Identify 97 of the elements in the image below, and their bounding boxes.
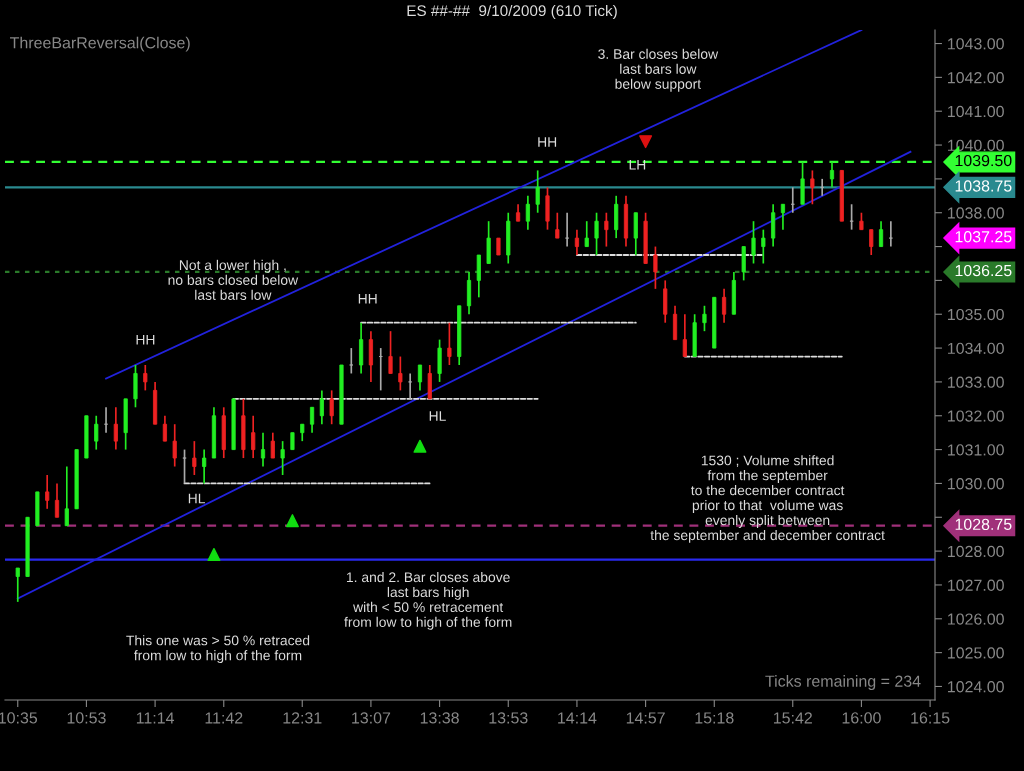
y-tick-label: 1031.00 <box>948 444 1004 456</box>
y-tick-label: 1042.00 <box>948 72 1004 84</box>
x-tick-label: 12:31 <box>283 712 322 724</box>
point <box>413 439 427 453</box>
candlestick <box>535 169 540 214</box>
candlestick <box>417 364 423 392</box>
candlestick <box>810 169 815 206</box>
y-tick-label: 1027.00 <box>948 579 1004 591</box>
y-tick-label: 1043.00 <box>948 38 1004 50</box>
candlestick <box>349 347 354 375</box>
ref-line-label: 1039.50 <box>955 154 1012 167</box>
candlestick <box>94 414 99 451</box>
candlestick <box>162 414 167 442</box>
candlestick <box>260 431 266 468</box>
candlestick <box>682 313 687 358</box>
candlestick <box>54 482 60 519</box>
x-tick-label: 15:42 <box>773 712 812 724</box>
candlestick <box>309 406 315 434</box>
candlestick <box>888 220 893 248</box>
x-tick-label: 14:57 <box>626 712 665 724</box>
y-tick-label: 1034.00 <box>948 342 1004 355</box>
x-tick-label: 14:14 <box>558 712 597 724</box>
candlestick <box>780 203 786 231</box>
text: 1037.25 <box>955 231 1012 243</box>
annotation: 1530 ; Volume shifted from the september to the december contract prior to that volume was evenly split between the september and december contract <box>650 455 885 543</box>
y-tick-label: 1024.00 <box>948 681 1004 693</box>
x-tick-label: 13:38 <box>420 712 459 724</box>
candlestick <box>525 194 530 231</box>
point <box>639 135 653 149</box>
candlestick <box>751 220 756 265</box>
annotation: HH <box>538 137 557 147</box>
candlestick <box>594 211 599 256</box>
annotation: 1. and 2. Bar closes above last bars high with < 50 % retracement from low to high of the form <box>344 571 512 630</box>
annotation: HH <box>136 334 155 345</box>
ref-line-label: 1036.25 <box>955 264 1012 277</box>
candlestick <box>555 211 560 239</box>
annotation: This one was > 50 % retraced from low to high of the form <box>126 635 310 664</box>
annotation: Not a lower high , no bars closed below last bars low <box>168 259 299 300</box>
candlestick <box>45 474 50 510</box>
ref-line-label: 1028.75 <box>955 518 1012 531</box>
y-tick-label: 1040.00 <box>948 139 1004 151</box>
candlestick <box>15 567 20 603</box>
candlestick <box>702 304 707 332</box>
annotation: 3. Bar closes below last bars low below support <box>598 48 719 92</box>
x-tick-label: 10:53 <box>67 712 106 724</box>
ref-line-label: 1038.75 <box>955 180 1012 192</box>
candlestick <box>829 161 835 189</box>
candlestick <box>653 245 658 290</box>
candlestick <box>408 372 413 400</box>
x-tick-label: 11:14 <box>136 712 175 724</box>
candlestick <box>280 440 285 476</box>
candlestick <box>113 406 118 451</box>
y-tick-label: 1033.00 <box>948 376 1004 388</box>
candlestick <box>398 355 403 392</box>
candlestick <box>388 330 393 375</box>
point <box>285 514 299 528</box>
candlestick <box>319 389 324 426</box>
y-tick-label: 1030.00 <box>948 478 1004 490</box>
candlestick <box>574 228 580 256</box>
x-tick-label: 16:00 <box>842 712 881 724</box>
y-tick-label: 1032.00 <box>948 410 1004 422</box>
candlestick <box>761 228 766 265</box>
candlestick <box>604 211 609 248</box>
candlestick <box>869 228 874 256</box>
candlestick <box>172 423 177 468</box>
candlestick <box>143 364 148 392</box>
annotation: Ticks remaining = 234 <box>765 675 921 690</box>
candlestick <box>192 440 197 476</box>
x-tick-label: 16:15 <box>911 712 950 724</box>
y-tick-label: 1026.00 <box>948 613 1004 625</box>
y-tick-label: 1025.00 <box>948 647 1004 659</box>
chart-title: ES ##-## 9/10/2009 (610 Tick) <box>407 4 617 20</box>
candlestick <box>721 288 727 324</box>
x-tick-label: 13:53 <box>489 712 528 724</box>
point <box>207 547 221 561</box>
candlestick <box>182 448 187 485</box>
candlestick <box>329 389 334 426</box>
x-tick-label: 11:42 <box>205 712 243 724</box>
candlestick <box>584 220 589 248</box>
candlestick <box>64 465 69 527</box>
y-tick-label: 1028.00 <box>948 545 1004 558</box>
x-tick-label: 13:07 <box>352 712 391 724</box>
candlestick <box>878 220 884 248</box>
annotation: LH <box>629 160 646 170</box>
candlestick <box>447 321 452 366</box>
candlestick <box>270 431 275 459</box>
y-tick-label: 1038.00 <box>948 207 1004 219</box>
annotation: HH <box>358 294 377 304</box>
candlestick <box>202 448 207 485</box>
y-tick-label: 1041.00 <box>948 105 1004 118</box>
x-tick-label: 15:18 <box>695 712 734 724</box>
candlestick <box>251 414 256 459</box>
annotation: HL <box>429 411 446 421</box>
y-tick-label: 1035.00 <box>948 308 1004 321</box>
annotation: HL <box>188 493 205 504</box>
candlestick <box>565 211 570 248</box>
annotation: ThreeBarReversal(Close) <box>10 36 190 52</box>
